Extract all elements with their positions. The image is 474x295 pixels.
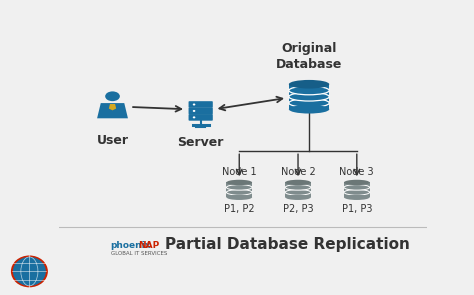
Polygon shape xyxy=(109,104,116,110)
Ellipse shape xyxy=(289,105,329,114)
Ellipse shape xyxy=(344,190,370,195)
Ellipse shape xyxy=(227,194,252,200)
Ellipse shape xyxy=(13,257,46,286)
Text: Server: Server xyxy=(177,137,224,150)
Polygon shape xyxy=(285,183,311,197)
Ellipse shape xyxy=(193,110,195,112)
Text: GLOBAL IT SERVICES: GLOBAL IT SERVICES xyxy=(110,250,167,255)
FancyBboxPatch shape xyxy=(189,101,213,108)
Ellipse shape xyxy=(285,190,311,195)
Ellipse shape xyxy=(105,91,120,101)
Text: NAP: NAP xyxy=(138,241,159,250)
Ellipse shape xyxy=(285,185,311,190)
Ellipse shape xyxy=(344,185,370,190)
Ellipse shape xyxy=(289,80,329,88)
Text: Partial Database Replication: Partial Database Replication xyxy=(164,237,410,252)
Polygon shape xyxy=(344,183,370,197)
Text: phoenix: phoenix xyxy=(110,241,151,250)
Ellipse shape xyxy=(344,194,370,200)
Polygon shape xyxy=(97,103,128,118)
Ellipse shape xyxy=(11,255,48,287)
Ellipse shape xyxy=(193,116,195,118)
Text: P2, P3: P2, P3 xyxy=(283,204,313,214)
Polygon shape xyxy=(289,84,329,109)
FancyBboxPatch shape xyxy=(189,108,213,114)
Ellipse shape xyxy=(227,185,252,190)
Text: Original
Database: Original Database xyxy=(276,42,342,71)
Text: P1, P3: P1, P3 xyxy=(342,204,372,214)
Ellipse shape xyxy=(227,180,252,185)
Polygon shape xyxy=(227,183,252,197)
Ellipse shape xyxy=(289,99,329,107)
Text: P1, P2: P1, P2 xyxy=(224,204,255,214)
Text: User: User xyxy=(97,134,128,147)
Ellipse shape xyxy=(193,104,195,106)
Ellipse shape xyxy=(289,92,329,101)
Text: Node 1: Node 1 xyxy=(222,167,256,177)
Ellipse shape xyxy=(227,190,252,195)
Ellipse shape xyxy=(285,180,311,185)
FancyBboxPatch shape xyxy=(189,114,213,121)
Text: Node 2: Node 2 xyxy=(281,167,315,177)
Text: Node 3: Node 3 xyxy=(339,167,374,177)
Ellipse shape xyxy=(285,194,311,200)
Ellipse shape xyxy=(289,86,329,95)
Ellipse shape xyxy=(344,180,370,185)
